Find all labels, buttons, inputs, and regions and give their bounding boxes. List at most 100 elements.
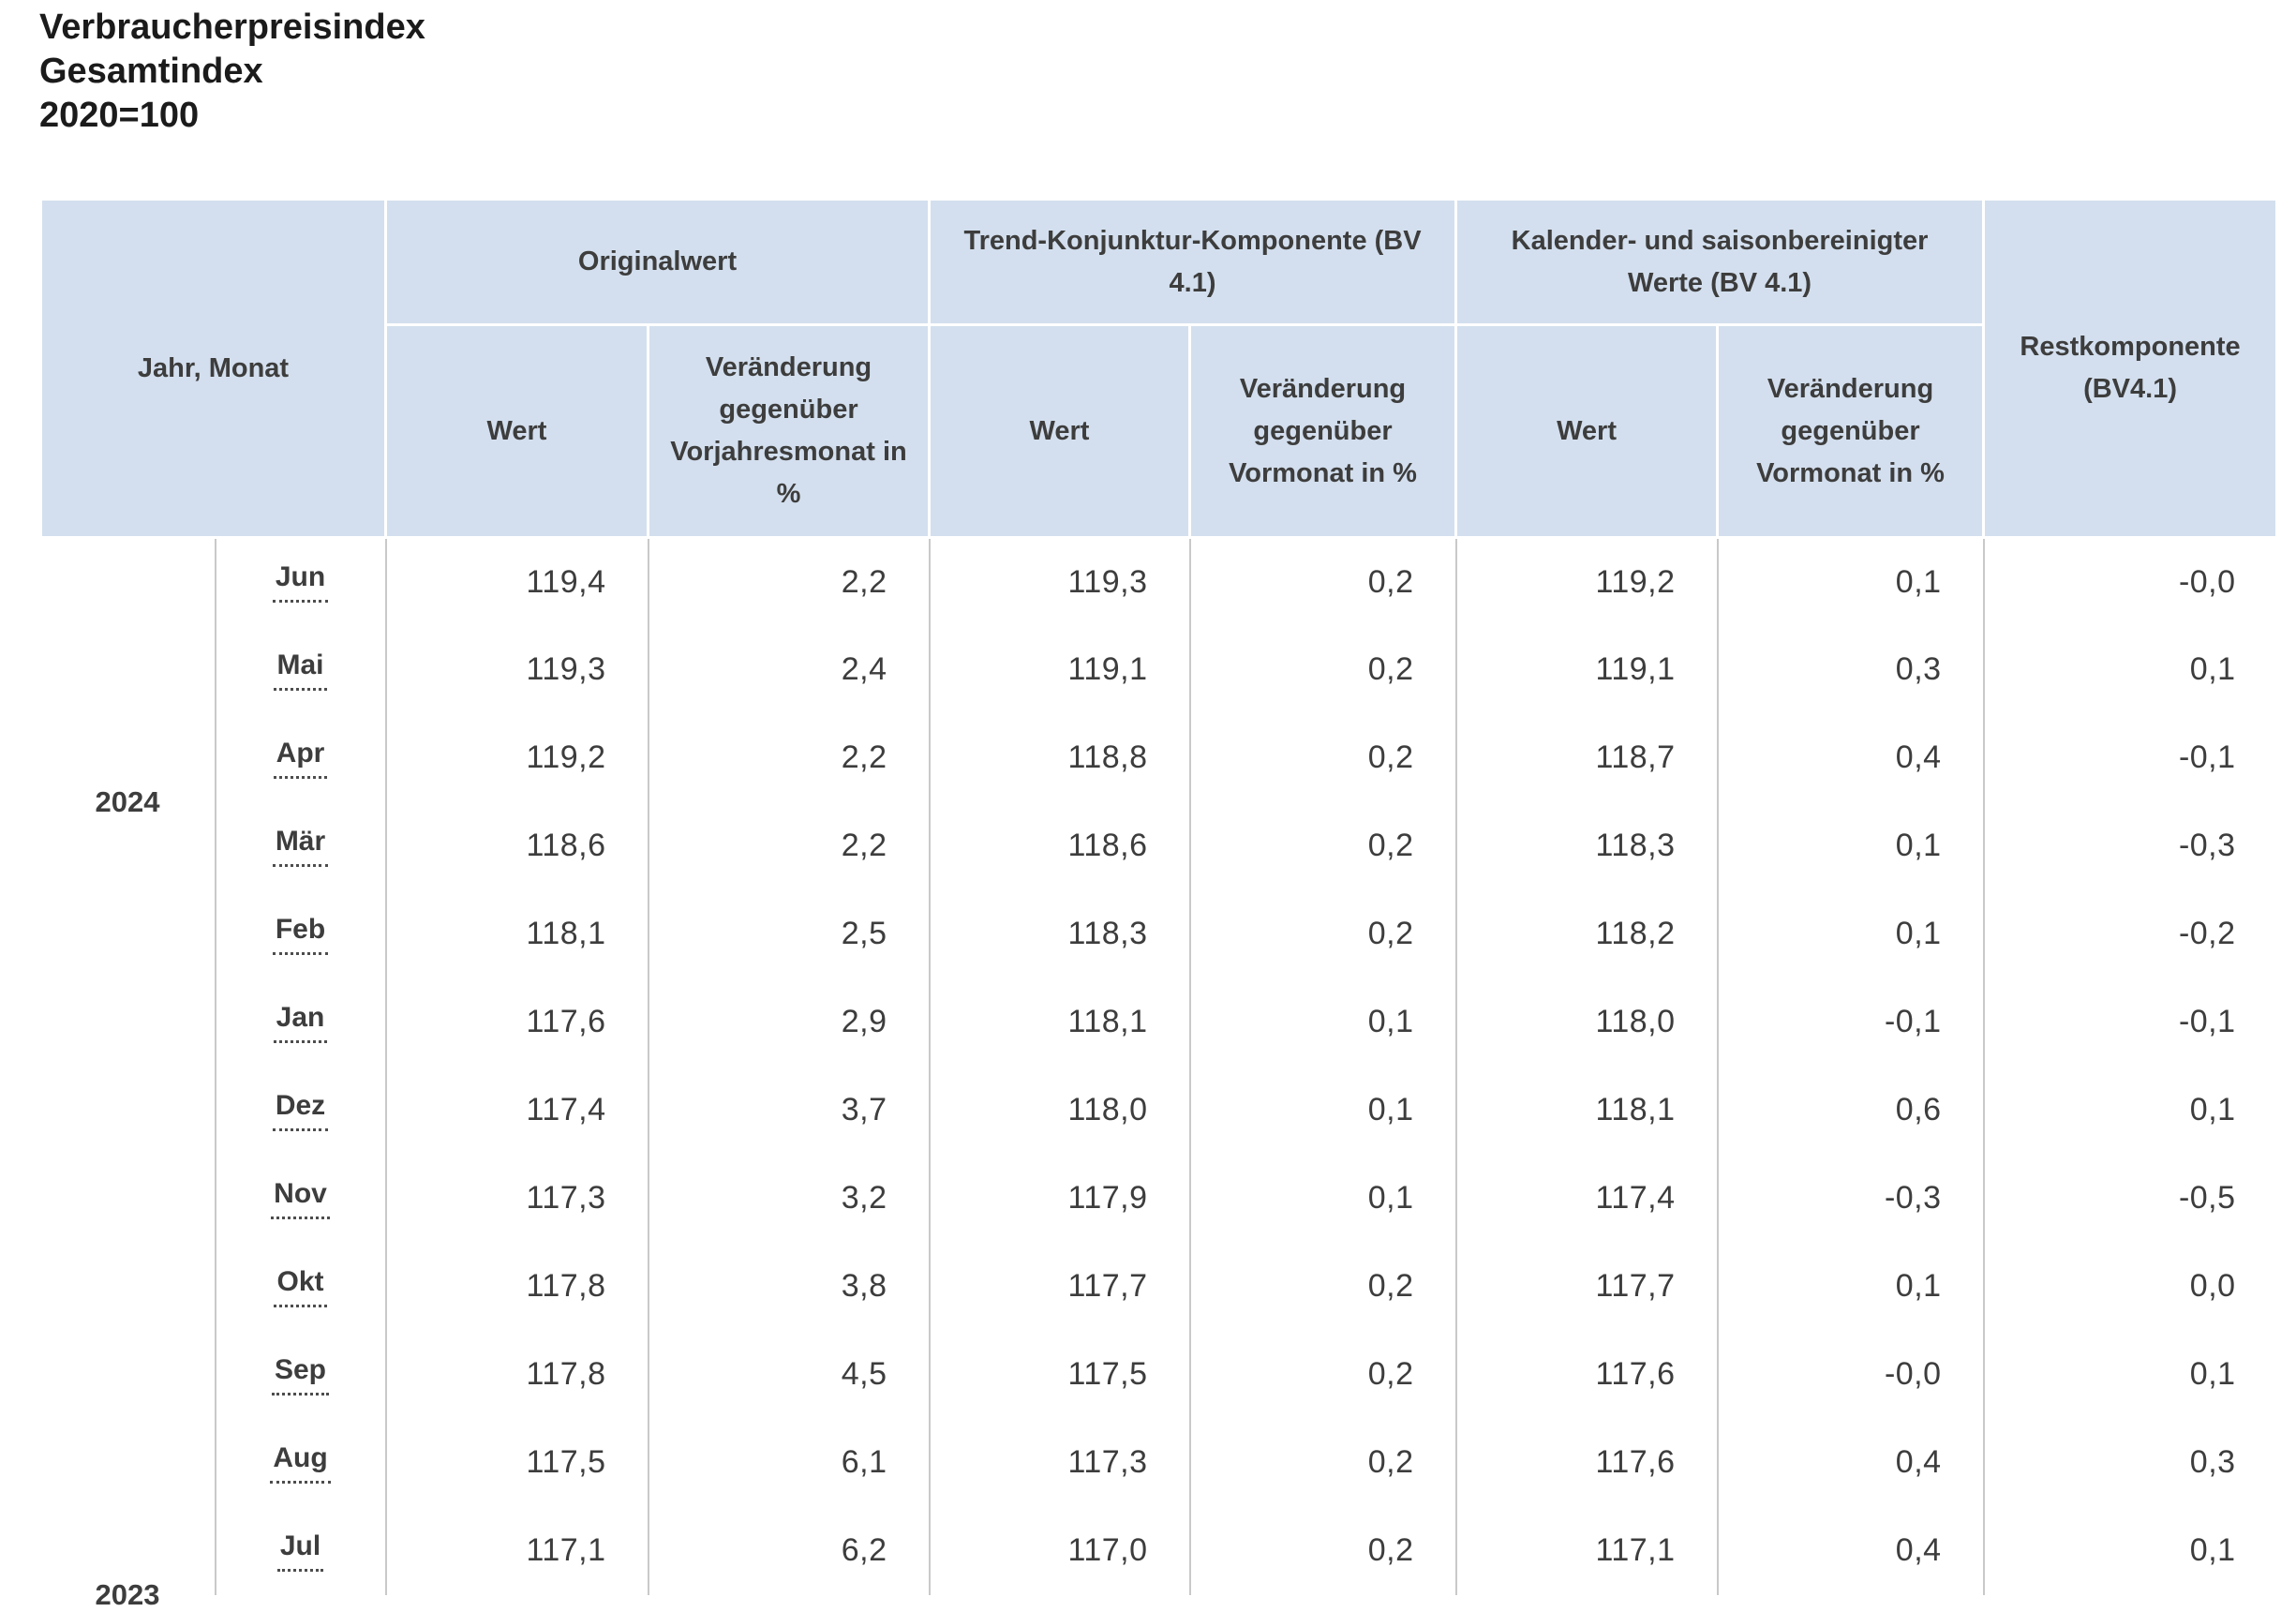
table-row: Nov 117,3 3,2 117,9 0,1 117,4 -0,3 -0,5 (41, 1154, 2277, 1243)
header-jahr-monat: Jahr, Monat (39, 198, 387, 539)
subheader-originalwert-veraenderung: Veränderung gegenüber Vorjahresmonat in … (646, 323, 932, 539)
table-row: Jul 117,1 6,2 117,0 0,2 117,1 0,4 0,1 (41, 1506, 2277, 1595)
value-cell: 118,0 (929, 1066, 1191, 1155)
value-cell: 117,1 (385, 1506, 649, 1595)
title-line-gesamtindex: Gesamtindex (39, 52, 263, 91)
month-link[interactable]: Mai (274, 649, 327, 691)
value-cell: 118,1 (385, 889, 649, 978)
value-cell: 118,1 (1455, 1066, 1719, 1155)
value-cell: 119,2 (1455, 537, 1719, 626)
value-cell: 0,2 (1189, 1330, 1457, 1419)
table-row: Aug 117,5 6,1 117,3 0,2 117,6 0,4 0,3 (41, 1418, 2277, 1507)
month-cell: Mär (215, 801, 387, 890)
month-link[interactable]: Jul (276, 1530, 324, 1572)
value-cell: 117,6 (1455, 1418, 1719, 1507)
value-cell: 2,2 (648, 537, 931, 626)
value-cell: 0,1 (1717, 801, 1985, 890)
value-cell: 117,8 (385, 1330, 649, 1419)
month-cell: Sep (215, 1330, 387, 1419)
value-cell: -0,2 (2178, 916, 2236, 951)
value-cell: 117,7 (1455, 1242, 1719, 1331)
value-cell: 0,1 (1189, 1154, 1457, 1243)
month-link[interactable]: Dez (272, 1090, 329, 1131)
value-cell: 119,3 (929, 537, 1191, 626)
table-row: Feb 118,1 2,5 118,3 0,2 118,2 0,1 -0,2 (41, 889, 2277, 978)
month-link[interactable]: Jan (273, 1002, 328, 1043)
value-cell: 3,2 (648, 1154, 931, 1243)
value-cell: 117,5 (385, 1418, 649, 1507)
table-row: Mai 119,3 2,4 119,1 0,2 119,1 0,3 0,1 (41, 625, 2277, 714)
header-trend-konjunktur-komponente: Trend-Konjunktur-Komponente (BV 4.1) (928, 198, 1458, 326)
value-cell: 118,6 (929, 801, 1191, 890)
value-cell: 0,2 (1189, 889, 1457, 978)
value-cell: -0,3 (1717, 1154, 1985, 1243)
subheader-tkk-wert: Wert (928, 323, 1192, 539)
header-restkomponente: Restkomponente (BV4.1) (1982, 198, 2279, 539)
value-cell: 0,4 (1717, 1506, 1985, 1595)
value-cell: 117,8 (385, 1242, 649, 1331)
value-cell: 2,9 (648, 978, 931, 1067)
value-cell: 0,2 (1189, 1506, 1457, 1595)
table-row: 2024 Jun 119,4 2,2 119,3 0,2 119,2 0,1 -0,0 (40, 537, 2277, 1067)
month-link[interactable]: Jun (272, 561, 329, 604)
page-title: Verbraucherpreisindex Gesamtindex 2020=1… (39, 6, 425, 138)
month-link[interactable]: Okt (274, 1266, 327, 1307)
value-cell: 0,2 (1189, 713, 1457, 802)
month-link[interactable]: Aug (270, 1442, 331, 1484)
value-cell: 117,9 (929, 1154, 1191, 1243)
value-cell: -0,3 (2178, 828, 2236, 863)
table-row: Sep 117,8 4,5 117,5 0,2 117,6 -0,0 0,1 (41, 1330, 2277, 1419)
subheader-originalwert-wert: Wert (384, 323, 649, 539)
table-row: Jan 117,6 2,9 118,1 0,1 118,0 -0,1 -0,1 (41, 978, 2277, 1067)
value-cell: 118,8 (929, 713, 1191, 802)
table-row: Okt 117,8 3,8 117,7 0,2 117,7 0,1 0,0 (41, 1242, 2277, 1331)
subheader-ksb-veraenderung: Veränderung gegenüber Vormonat in % (1716, 323, 1986, 539)
value-cell: 2,2 (648, 713, 931, 802)
table-body: 2024 Jun 119,4 2,2 119,3 0,2 119,2 0,1 -0,0 Mai 11… (40, 537, 2277, 1611)
value-cell: 0,2 (1189, 1418, 1457, 1507)
subheader-ksb-wert: Wert (1454, 323, 1720, 539)
value-cell: 0,1 (1717, 1242, 1985, 1331)
value-cell: 118,7 (1455, 713, 1719, 802)
value-cell: -0,1 (2178, 1004, 2236, 1039)
month-link[interactable]: Nov (271, 1178, 330, 1219)
month-cell: Okt (215, 1242, 387, 1331)
value-cell: 118,1 (929, 978, 1191, 1067)
cpi-table: Jahr, Monat Originalwert Trend-Konjunktu… (39, 198, 2279, 1611)
value-cell: 119,1 (929, 625, 1191, 714)
month-link[interactable]: Feb (272, 914, 329, 955)
month-cell: Aug (215, 1418, 387, 1507)
month-cell: Apr (215, 713, 387, 802)
month-link[interactable]: Apr (273, 738, 328, 779)
value-cell: 2,2 (648, 801, 931, 890)
value-cell: 0,2 (1189, 625, 1457, 714)
value-cell: -0,1 (1717, 978, 1985, 1067)
header-kalender-saisonbereinigt: Kalender- und saisonbereinigter Werte (B… (1454, 198, 1986, 326)
value-cell: 117,1 (1455, 1506, 1719, 1595)
value-cell: 117,6 (385, 978, 649, 1067)
month-cell: Jul (215, 1506, 387, 1595)
value-cell: 117,7 (929, 1242, 1191, 1331)
month-link[interactable]: Mär (272, 826, 329, 867)
month-link[interactable]: Sep (271, 1354, 330, 1396)
table-row: 2023 Dez 117,4 3,7 118,0 0,1 118,1 0,6 0,1 (40, 1066, 2277, 1611)
value-cell: 0,6 (1717, 1066, 1985, 1155)
year-cell: 2023 (40, 1066, 216, 1611)
title-line-index: Verbraucherpreisindex (39, 7, 425, 47)
month-cell: Jun (215, 537, 387, 626)
value-cell: 4,5 (648, 1330, 931, 1419)
value-cell: 0,1 (2189, 1092, 2236, 1127)
subheader-tkk-veraenderung: Veränderung gegenüber Vormonat in % (1188, 323, 1458, 539)
value-cell: 118,3 (929, 889, 1191, 978)
value-cell: 117,6 (1455, 1330, 1719, 1419)
table-row: Apr 119,2 2,2 118,8 0,2 118,7 0,4 -0,1 (41, 713, 2277, 802)
value-cell: 3,7 (648, 1066, 931, 1155)
table-header: Jahr, Monat Originalwert Trend-Konjunktu… (39, 198, 2279, 539)
value-cell: 0,0 (2189, 1268, 2236, 1304)
value-cell: 117,4 (385, 1066, 649, 1155)
year-label: 2023 (95, 1577, 160, 1611)
value-cell: 119,2 (385, 713, 649, 802)
month-cell: Nov (215, 1154, 387, 1243)
value-cell: 0,2 (1189, 537, 1457, 626)
value-cell: 118,6 (385, 801, 649, 890)
